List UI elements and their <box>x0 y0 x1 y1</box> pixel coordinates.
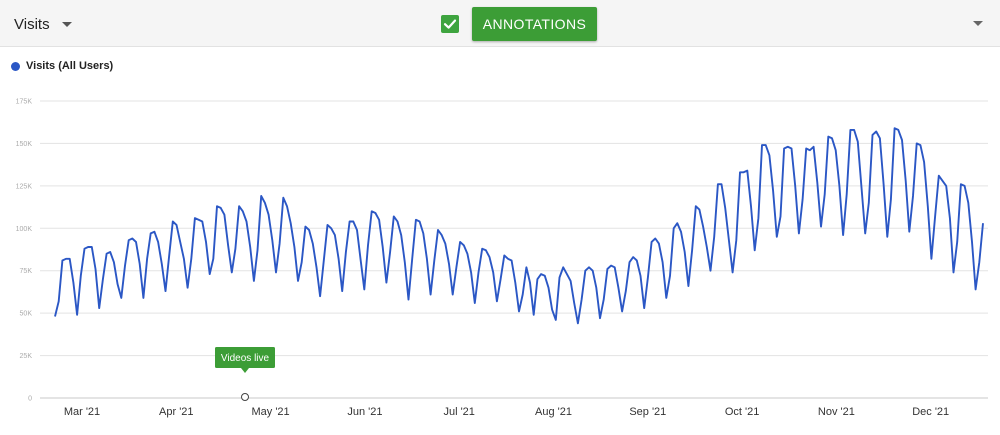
x-tick-label: May '21 <box>252 406 290 418</box>
x-tick-label: Apr '21 <box>159 406 194 418</box>
y-tick-label: 50K <box>20 311 33 318</box>
y-tick-label: 125K <box>16 183 33 190</box>
chevron-down-icon <box>61 21 72 27</box>
x-tick-label: Jun '21 <box>347 406 382 418</box>
annotations-checkbox[interactable] <box>441 15 459 33</box>
annotation-marker <box>241 393 249 401</box>
chevron-down-icon[interactable] <box>973 21 983 26</box>
chart-toolbar: Visits ANNOTATIONS <box>0 0 1000 47</box>
y-tick-label: 75K <box>20 268 33 275</box>
annotation-flag <box>215 347 275 368</box>
legend-swatch <box>11 61 20 71</box>
chart-legend: Visits (All Users) <box>11 60 113 72</box>
annotations-button[interactable]: ANNOTATIONS <box>472 7 597 41</box>
checkmark-icon <box>443 19 457 29</box>
x-tick-label: Aug '21 <box>535 406 572 418</box>
y-tick-label: 100K <box>16 226 33 233</box>
y-tick-label: 150K <box>16 141 33 148</box>
x-tick-label: Jul '21 <box>443 406 474 418</box>
legend-label: Visits (All Users) <box>26 60 114 72</box>
y-tick-label: 175K <box>16 99 33 106</box>
x-tick-label: Sep '21 <box>629 406 666 418</box>
x-tick-label: Dec '21 <box>912 406 949 418</box>
y-tick-label: 0 <box>28 396 32 403</box>
y-tick-label: 25K <box>20 353 33 360</box>
visits-series-line <box>54 127 984 325</box>
metric-label: Visits <box>14 15 50 33</box>
x-tick-label: Mar '21 <box>64 406 100 418</box>
x-tick-label: Oct '21 <box>725 406 760 418</box>
annotation-flag-pointer <box>241 368 249 373</box>
metric-dropdown[interactable]: Visits <box>14 13 72 35</box>
annotation-label: Videos live <box>221 353 270 364</box>
x-tick-label: Nov '21 <box>818 406 855 418</box>
